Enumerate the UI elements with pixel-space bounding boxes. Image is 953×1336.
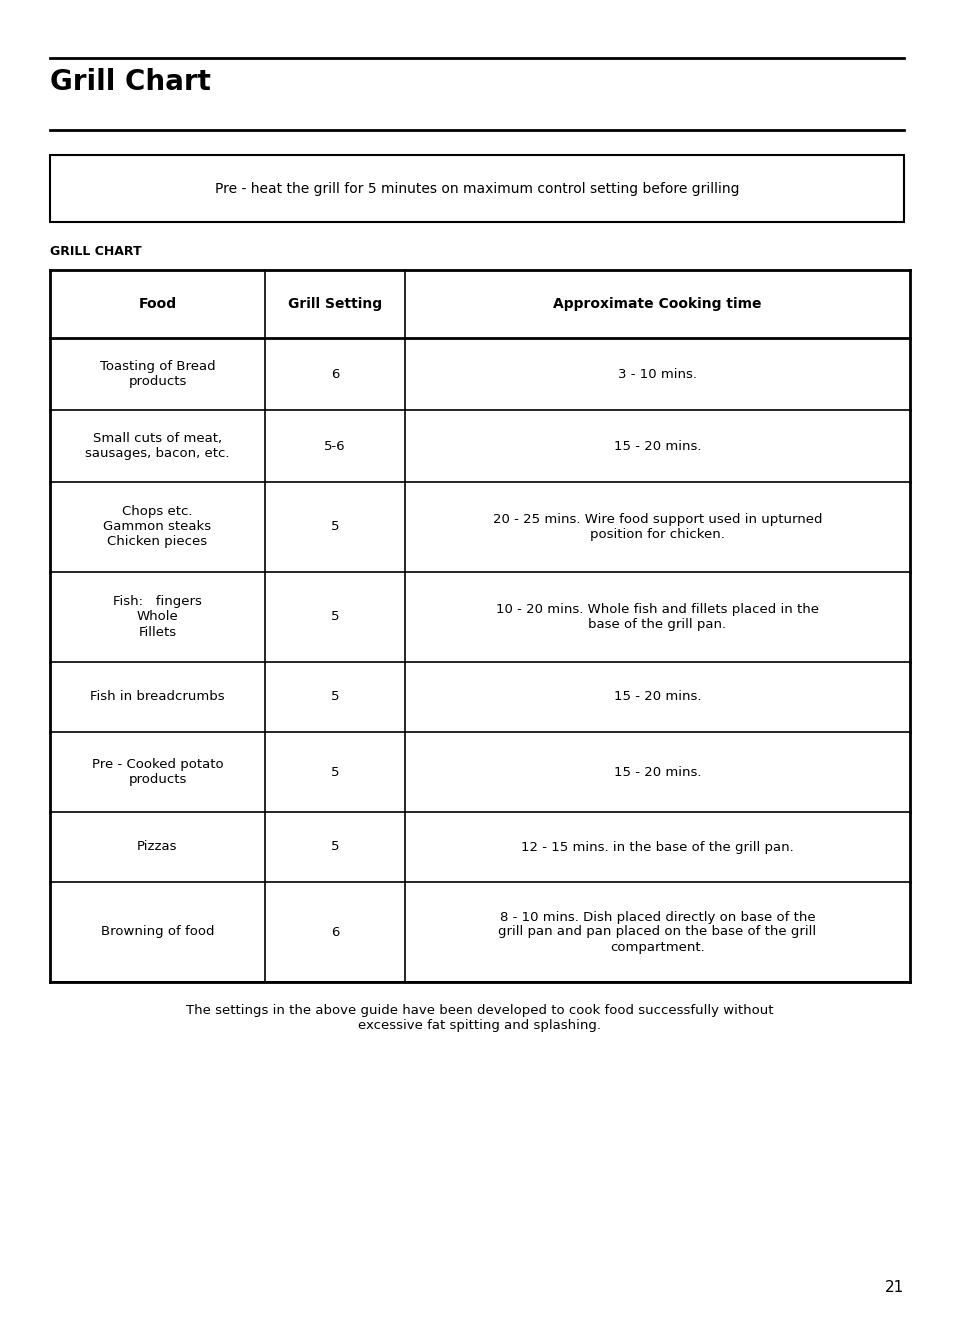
Text: Browning of food: Browning of food — [101, 926, 214, 938]
Bar — [50, 155, 903, 222]
Text: 5: 5 — [331, 611, 339, 624]
Text: 15 - 20 mins.: 15 - 20 mins. — [613, 440, 700, 453]
Text: 5: 5 — [331, 766, 339, 779]
Text: Pre - Cooked potato
products: Pre - Cooked potato products — [91, 758, 223, 786]
Text: Fish in breadcrumbs: Fish in breadcrumbs — [91, 691, 225, 704]
Text: Pre - heat the grill for 5 minutes on maximum control setting before grilling: Pre - heat the grill for 5 minutes on ma… — [214, 182, 739, 195]
Text: 5: 5 — [331, 521, 339, 533]
Text: Small cuts of meat,
sausages, bacon, etc.: Small cuts of meat, sausages, bacon, etc… — [85, 432, 230, 460]
Text: The settings in the above guide have been developed to cook food successfully wi: The settings in the above guide have bee… — [186, 1003, 773, 1031]
Text: 6: 6 — [331, 926, 339, 938]
Text: Food: Food — [138, 297, 176, 311]
Text: Pizzas: Pizzas — [137, 840, 177, 854]
Text: 15 - 20 mins.: 15 - 20 mins. — [613, 766, 700, 779]
Text: 5: 5 — [331, 840, 339, 854]
Text: 5-6: 5-6 — [324, 440, 345, 453]
Text: 15 - 20 mins.: 15 - 20 mins. — [613, 691, 700, 704]
Text: 6: 6 — [331, 367, 339, 381]
Text: 20 - 25 mins. Wire food support used in upturned
position for chicken.: 20 - 25 mins. Wire food support used in … — [493, 513, 821, 541]
Text: Grill Chart: Grill Chart — [50, 68, 211, 96]
Text: Approximate Cooking time: Approximate Cooking time — [553, 297, 760, 311]
Text: Grill Setting: Grill Setting — [288, 297, 381, 311]
Text: 12 - 15 mins. in the base of the grill pan.: 12 - 15 mins. in the base of the grill p… — [520, 840, 793, 854]
Text: 3 - 10 mins.: 3 - 10 mins. — [618, 367, 697, 381]
Text: Toasting of Bread
products: Toasting of Bread products — [99, 359, 215, 387]
Text: Fish:   fingers
Whole
Fillets: Fish: fingers Whole Fillets — [113, 596, 202, 639]
Text: 10 - 20 mins. Whole fish and fillets placed in the
base of the grill pan.: 10 - 20 mins. Whole fish and fillets pla… — [496, 603, 818, 631]
Text: 8 - 10 mins. Dish placed directly on base of the
grill pan and pan placed on the: 8 - 10 mins. Dish placed directly on bas… — [497, 911, 816, 954]
Text: Chops etc.
Gammon steaks
Chicken pieces: Chops etc. Gammon steaks Chicken pieces — [103, 505, 212, 549]
Text: 21: 21 — [883, 1280, 903, 1295]
Text: GRILL CHART: GRILL CHART — [50, 244, 141, 258]
Text: 5: 5 — [331, 691, 339, 704]
